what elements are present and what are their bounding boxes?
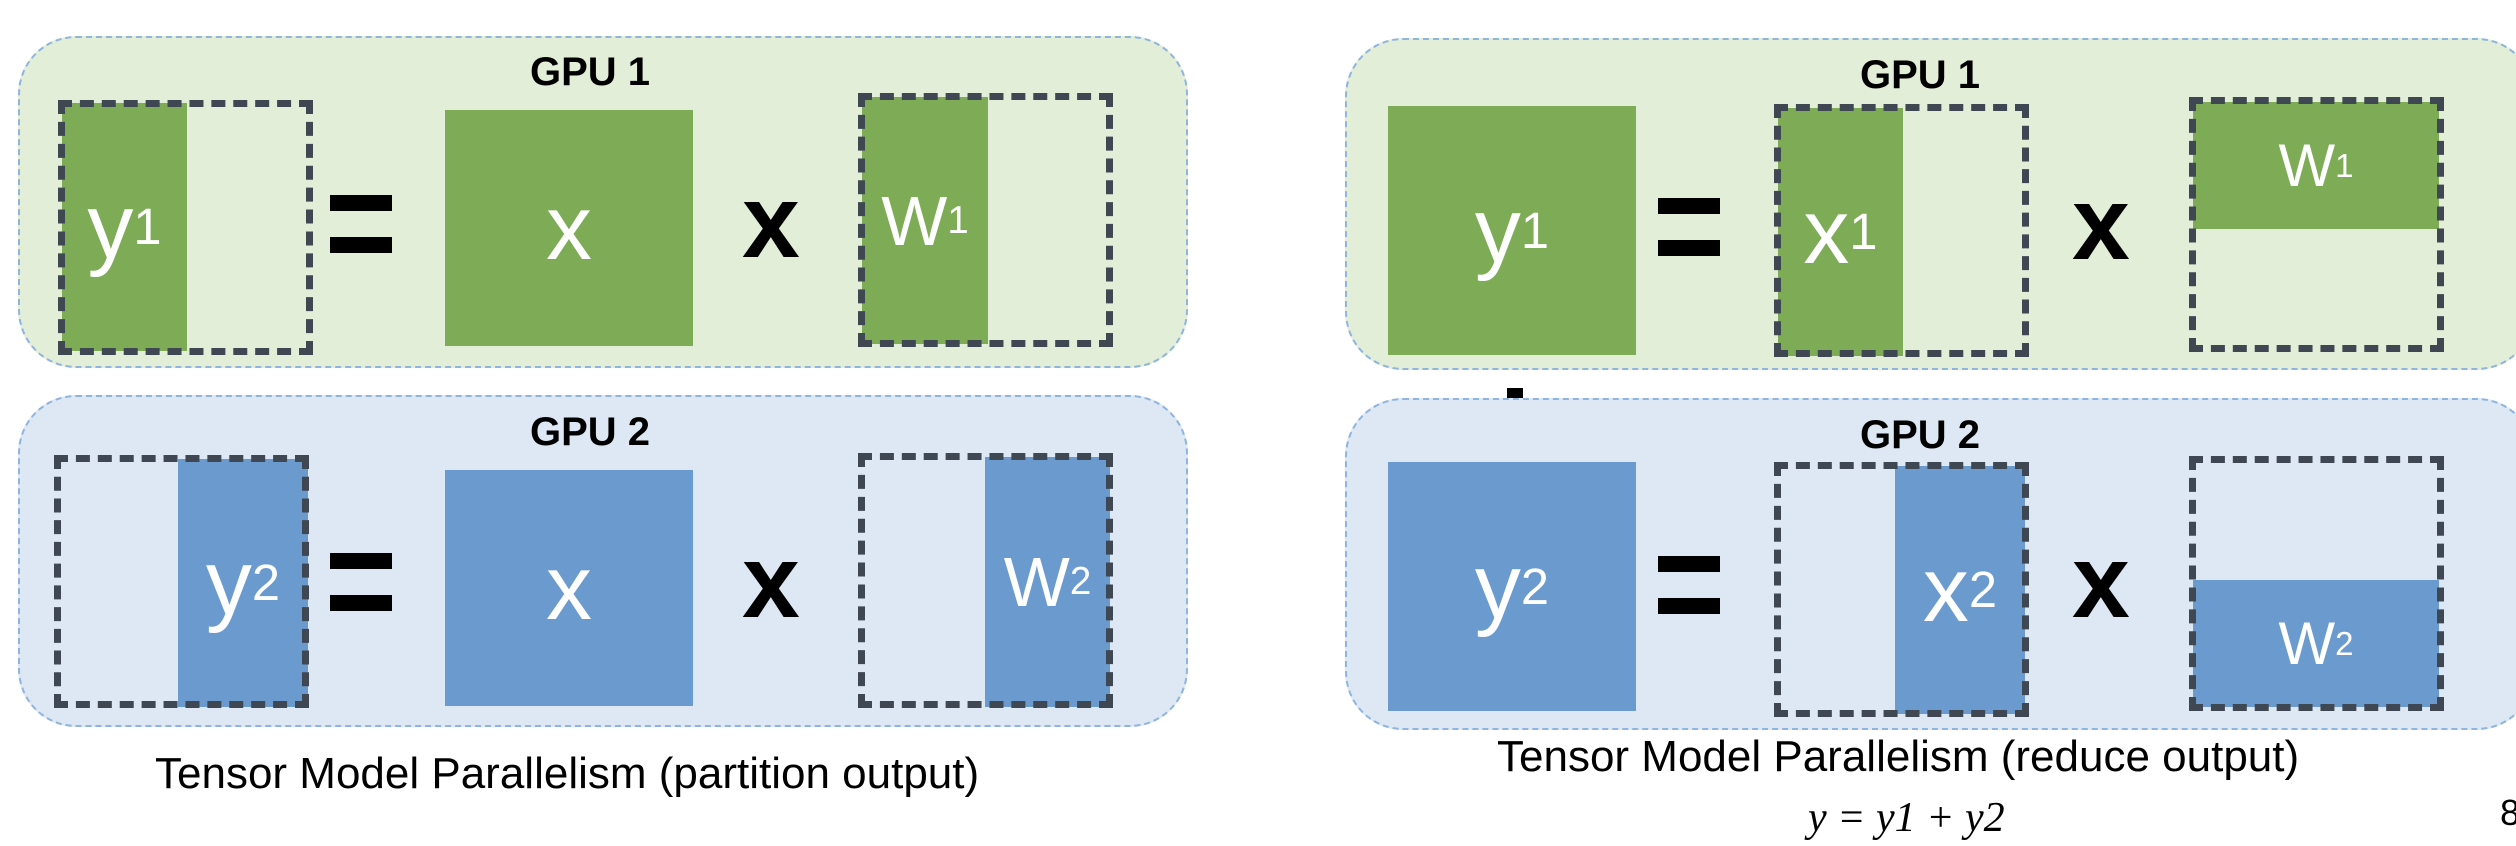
left-gpu2-x-block: x (445, 470, 693, 706)
equals-icon (330, 195, 392, 253)
y-symbol: y (1474, 179, 1521, 282)
y-symbol: y (87, 176, 134, 278)
w-symbol: W (1003, 543, 1070, 621)
x-symbol: x (1922, 539, 1969, 641)
w-symbol: W (2278, 609, 2336, 677)
left-gpu1-y-matrix-outline (58, 100, 313, 355)
right-gpu2-w-matrix-outline (2189, 456, 2444, 711)
left-gpu1-w-matrix-outline (858, 93, 1113, 347)
page-number: 8 (2500, 792, 2516, 833)
left-gpu1-label: GPU 1 (530, 50, 651, 94)
right-gpu1-label: GPU 1 (1860, 53, 1981, 97)
left-gpu2-y-matrix-outline (54, 455, 309, 708)
y-symbol: y (1474, 535, 1521, 638)
right-gpu1-x-matrix-outline (1774, 104, 2029, 357)
left-gpu2-label: GPU 2 (530, 410, 651, 454)
multiply-icon: x (2072, 166, 2130, 282)
right-gpu1-w-matrix-outline (2189, 97, 2444, 352)
multiply-icon: x (742, 524, 800, 640)
sum-equation: y = y1 + y2 (1808, 795, 2005, 841)
left-caption: Tensor Model Parallelism (partition outp… (155, 749, 980, 798)
multiply-icon: x (742, 164, 800, 280)
x-symbol: x (1803, 181, 1850, 283)
left-gpu2-w-matrix-outline (858, 453, 1113, 708)
right-gpu2-label: GPU 2 (1860, 413, 1981, 457)
multiply-icon: x (2072, 524, 2130, 640)
w-symbol: W (2278, 131, 2336, 199)
right-gpu2-x-matrix-outline (1774, 462, 2029, 717)
equals-icon (1658, 198, 1720, 256)
equals-icon (1658, 556, 1720, 614)
left-gpu1-x-block: x (445, 110, 693, 346)
equals-icon (330, 553, 392, 611)
right-caption: Tensor Model Parallelism (reduce output) (1497, 732, 2300, 781)
w-symbol: W (881, 181, 948, 260)
y-symbol: y (205, 532, 252, 634)
